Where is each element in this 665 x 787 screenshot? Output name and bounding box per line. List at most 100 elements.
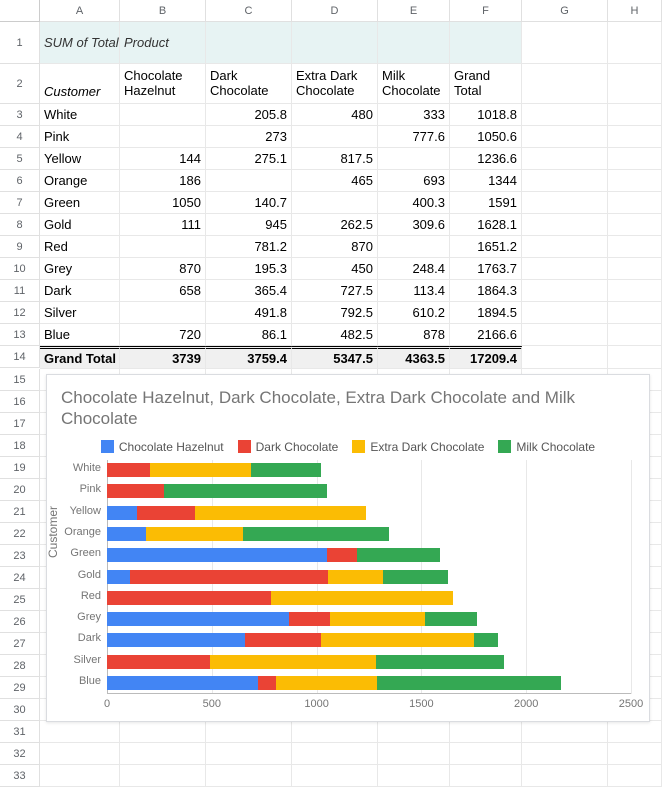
empty-cell[interactable] [522, 192, 608, 214]
empty-cell[interactable] [40, 743, 120, 765]
row-header[interactable]: 16 [0, 391, 40, 413]
row-header[interactable]: 31 [0, 721, 40, 743]
empty-cell[interactable] [522, 743, 608, 765]
row-header[interactable]: 10 [0, 258, 40, 280]
empty-cell[interactable] [608, 743, 662, 765]
empty-cell[interactable] [206, 743, 292, 765]
empty-cell[interactable] [522, 765, 608, 787]
row-header[interactable]: 2 [0, 64, 40, 104]
row-header[interactable]: 19 [0, 457, 40, 479]
row-header[interactable]: 18 [0, 435, 40, 457]
empty-cell[interactable] [522, 64, 608, 104]
empty-cell[interactable] [608, 22, 662, 64]
row-header[interactable]: 8 [0, 214, 40, 236]
empty-cell[interactable] [608, 258, 662, 280]
column-header[interactable]: B [120, 0, 206, 22]
empty-cell[interactable] [292, 765, 378, 787]
empty-cell[interactable] [206, 765, 292, 787]
column-header[interactable]: E [378, 0, 450, 22]
empty-cell[interactable] [522, 236, 608, 258]
empty-cell[interactable] [608, 64, 662, 104]
empty-cell[interactable] [120, 765, 206, 787]
row-header[interactable]: 5 [0, 148, 40, 170]
x-tick-label: 2500 [619, 698, 643, 710]
empty-cell[interactable] [206, 721, 292, 743]
row-header[interactable]: 9 [0, 236, 40, 258]
empty-cell[interactable] [522, 324, 608, 346]
empty-cell[interactable] [522, 104, 608, 126]
column-header[interactable]: C [206, 0, 292, 22]
pivot-value-cell [378, 148, 450, 170]
row-header[interactable]: 26 [0, 611, 40, 633]
empty-cell[interactable] [522, 346, 608, 369]
empty-cell[interactable] [608, 192, 662, 214]
row-header[interactable]: 6 [0, 170, 40, 192]
pivot-value-cell: 205.8 [206, 104, 292, 126]
empty-cell[interactable] [292, 743, 378, 765]
empty-cell[interactable] [450, 721, 522, 743]
row-header[interactable]: 33 [0, 765, 40, 787]
empty-cell[interactable] [378, 743, 450, 765]
pivot-header-cell [378, 22, 450, 64]
row-header[interactable]: 30 [0, 699, 40, 721]
pivot-row-label: Red [40, 236, 120, 258]
row-header[interactable]: 13 [0, 324, 40, 346]
row-header[interactable]: 12 [0, 302, 40, 324]
row-header[interactable]: 3 [0, 104, 40, 126]
empty-cell[interactable] [522, 302, 608, 324]
empty-cell[interactable] [522, 126, 608, 148]
row-header[interactable]: 32 [0, 743, 40, 765]
empty-cell[interactable] [522, 170, 608, 192]
empty-cell[interactable] [608, 214, 662, 236]
empty-cell[interactable] [40, 721, 120, 743]
row-header[interactable]: 28 [0, 655, 40, 677]
empty-cell[interactable] [40, 765, 120, 787]
empty-cell[interactable] [120, 743, 206, 765]
bar-segment [107, 463, 150, 477]
empty-cell[interactable] [522, 214, 608, 236]
row-header[interactable]: 11 [0, 280, 40, 302]
row-header[interactable]: 22 [0, 523, 40, 545]
row-header[interactable]: 29 [0, 677, 40, 699]
row-header[interactable]: 4 [0, 126, 40, 148]
empty-cell[interactable] [522, 258, 608, 280]
empty-cell[interactable] [608, 170, 662, 192]
row-header[interactable]: 15 [0, 369, 40, 391]
empty-cell[interactable] [522, 721, 608, 743]
row-header[interactable]: 24 [0, 567, 40, 589]
empty-cell[interactable] [608, 324, 662, 346]
empty-cell[interactable] [608, 765, 662, 787]
column-header[interactable]: H [608, 0, 662, 22]
empty-cell[interactable] [522, 280, 608, 302]
empty-cell[interactable] [608, 302, 662, 324]
column-header[interactable]: A [40, 0, 120, 22]
empty-cell[interactable] [522, 148, 608, 170]
empty-cell[interactable] [608, 104, 662, 126]
row-header[interactable]: 25 [0, 589, 40, 611]
row-header[interactable]: 1 [0, 22, 40, 64]
empty-cell[interactable] [608, 346, 662, 369]
bar-segment [474, 633, 498, 647]
empty-cell[interactable] [378, 721, 450, 743]
empty-cell[interactable] [450, 765, 522, 787]
column-header[interactable]: F [450, 0, 522, 22]
empty-cell[interactable] [522, 22, 608, 64]
empty-cell[interactable] [450, 743, 522, 765]
row-header[interactable]: 17 [0, 413, 40, 435]
empty-cell[interactable] [608, 721, 662, 743]
empty-cell[interactable] [608, 236, 662, 258]
row-header[interactable]: 23 [0, 545, 40, 567]
row-header[interactable]: 27 [0, 633, 40, 655]
row-header[interactable]: 20 [0, 479, 40, 501]
row-header[interactable]: 21 [0, 501, 40, 523]
empty-cell[interactable] [608, 148, 662, 170]
empty-cell[interactable] [292, 721, 378, 743]
empty-cell[interactable] [608, 280, 662, 302]
empty-cell[interactable] [378, 765, 450, 787]
row-header[interactable]: 14 [0, 346, 40, 368]
empty-cell[interactable] [120, 721, 206, 743]
column-header[interactable]: D [292, 0, 378, 22]
empty-cell[interactable] [608, 126, 662, 148]
row-header[interactable]: 7 [0, 192, 40, 214]
column-header[interactable]: G [522, 0, 608, 22]
